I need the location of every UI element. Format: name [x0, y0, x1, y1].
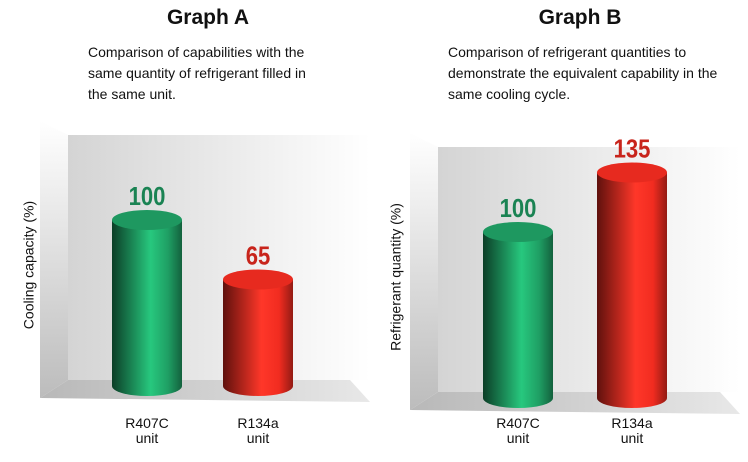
- bar-top: [112, 210, 182, 230]
- chart-subtitle: Comparison of capabilities with the same…: [88, 44, 306, 102]
- floor: [40, 380, 370, 402]
- bar-body: [112, 220, 182, 386]
- bar-top: [597, 162, 667, 183]
- y-axis-label: Cooling capacity (%): [21, 201, 37, 329]
- data-label: 100: [500, 194, 537, 223]
- bar: [597, 162, 667, 408]
- floor: [410, 392, 740, 414]
- chart-title: Graph B: [538, 6, 622, 29]
- x-tick-label: R134a unit: [611, 415, 652, 446]
- chart-title: Graph A: [166, 6, 250, 29]
- side-wall: [410, 133, 438, 410]
- bar: [223, 269, 293, 396]
- data-label: 65: [246, 242, 271, 271]
- y-axis-label: Refrigerant quantity (%): [388, 203, 404, 351]
- bar: [483, 222, 553, 408]
- data-label: 135: [614, 135, 651, 164]
- side-wall: [40, 121, 68, 398]
- chart-subtitle: Comparison of refrigerant quantities to …: [448, 44, 718, 102]
- bar-body: [597, 172, 667, 398]
- x-tick-label: R407C unit: [125, 415, 169, 446]
- data-label: 100: [129, 182, 166, 211]
- bar-top: [483, 222, 553, 242]
- bar: [112, 210, 182, 396]
- bar-top: [223, 269, 293, 290]
- bar-body: [483, 232, 553, 398]
- x-tick-label: R407C unit: [496, 415, 540, 446]
- x-tick-label: R134a unit: [237, 415, 278, 446]
- bar-body: [223, 279, 293, 386]
